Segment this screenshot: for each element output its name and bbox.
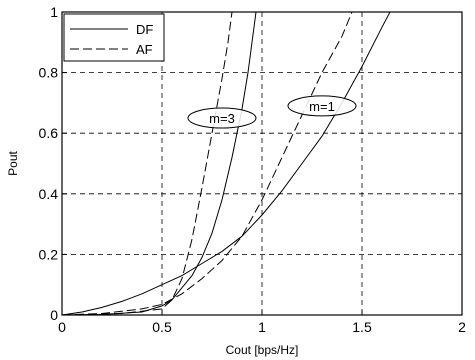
- y-tick-label: 0.8: [39, 65, 59, 81]
- y-tick-label: 0.4: [39, 186, 59, 202]
- series-line-af-m3: [61, 11, 233, 316]
- annotation-ellipse: [187, 107, 257, 129]
- series-line-af-m1: [61, 11, 353, 316]
- annotation-ellipse: [287, 95, 357, 117]
- y-tick-label: 0.6: [39, 125, 59, 141]
- annotation-label: m=3: [209, 111, 235, 126]
- legend-box: [63, 13, 165, 62]
- x-tick-label: 0.5: [152, 319, 172, 335]
- series-line-df-m1: [61, 11, 391, 316]
- annotation-label: m=1: [309, 99, 335, 114]
- y-tick-label: 1: [50, 4, 58, 20]
- y-axis-label: Pout: [6, 150, 20, 175]
- curves: [61, 11, 391, 316]
- x-tick-label: 1: [258, 319, 266, 335]
- x-tick-label: 2: [458, 319, 466, 335]
- legend-label-af: AF: [136, 42, 153, 57]
- x-tick-label: 1.5: [352, 319, 372, 335]
- y-tick-label: 0.2: [39, 246, 59, 262]
- annotations: m=3 m=1: [187, 95, 357, 129]
- legend: DF AF: [63, 13, 165, 62]
- y-tick-label: 0: [50, 307, 58, 323]
- x-axis-label: Cout [bps/Hz]: [226, 343, 299, 357]
- legend-label-df: DF: [136, 22, 153, 37]
- grid: [62, 12, 462, 315]
- x-tick-label: 0: [58, 319, 66, 335]
- ticks: 0 0.5 1 1.5 2 0 0.2 0.4 0.6 0.8 1: [39, 4, 467, 335]
